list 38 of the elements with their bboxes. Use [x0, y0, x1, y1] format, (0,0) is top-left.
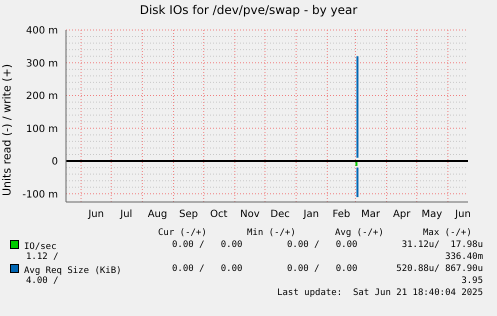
y-tick-label: 100 m	[26, 124, 58, 135]
y-tick-label: -100 m	[22, 189, 58, 200]
y-tick-label: 400 m	[26, 26, 58, 37]
text: 520.88u/ 867.90u	[396, 264, 483, 274]
x-tick-label: Jan	[302, 209, 319, 220]
y-tick-label: 300 m	[26, 58, 58, 70]
x-tick-label: Mar	[361, 209, 381, 220]
text: 0.00 / 0.00	[287, 240, 358, 250]
x-tick-label: Dec	[270, 209, 290, 220]
chart-title: Disk IOs for /dev/pve/swap - by year	[138, 3, 358, 17]
text: Avg (-/+)	[335, 228, 384, 238]
text: 0.00 / 0.00	[287, 264, 358, 274]
x-tick-label: Feb	[332, 209, 350, 220]
y-axis-title: Units read (-) / write (+)	[0, 64, 14, 196]
x-tick-label: Apr	[393, 209, 412, 220]
text: Max (-/+)	[423, 228, 472, 238]
text: 31.12u/ 17.98u	[402, 240, 483, 250]
text: Last update: Sat Jun 21 18:40:04 2025	[277, 288, 483, 298]
x-tick-label: Jun	[454, 209, 471, 220]
x-tick-label: Jul	[119, 209, 132, 220]
legend-label: Avg Req Size (KiB)	[23, 265, 122, 276]
text: 1.12 /	[26, 252, 59, 262]
x-tick-label: May	[421, 209, 442, 220]
text: 4.00 /	[26, 276, 59, 286]
x-tick-label: Nov	[240, 209, 260, 220]
text: Min (-/+)	[247, 228, 296, 238]
text: Cur (-/+)	[158, 228, 207, 238]
x-tick-label: Sep	[179, 209, 198, 220]
legend-label: IO/sec	[23, 241, 57, 252]
x-tick-label: Jun	[87, 209, 104, 220]
text: 0.00 / 0.00	[172, 240, 242, 250]
text: 0.00 / 0.00	[172, 264, 242, 274]
x-tick-label: Aug	[148, 209, 168, 220]
text: 336.40m	[445, 252, 483, 262]
y-tick-label: 0	[52, 156, 58, 168]
y-tick-label: 200 m	[26, 91, 58, 102]
x-tick-label: Oct	[210, 209, 228, 220]
text: 3.95	[461, 276, 483, 286]
